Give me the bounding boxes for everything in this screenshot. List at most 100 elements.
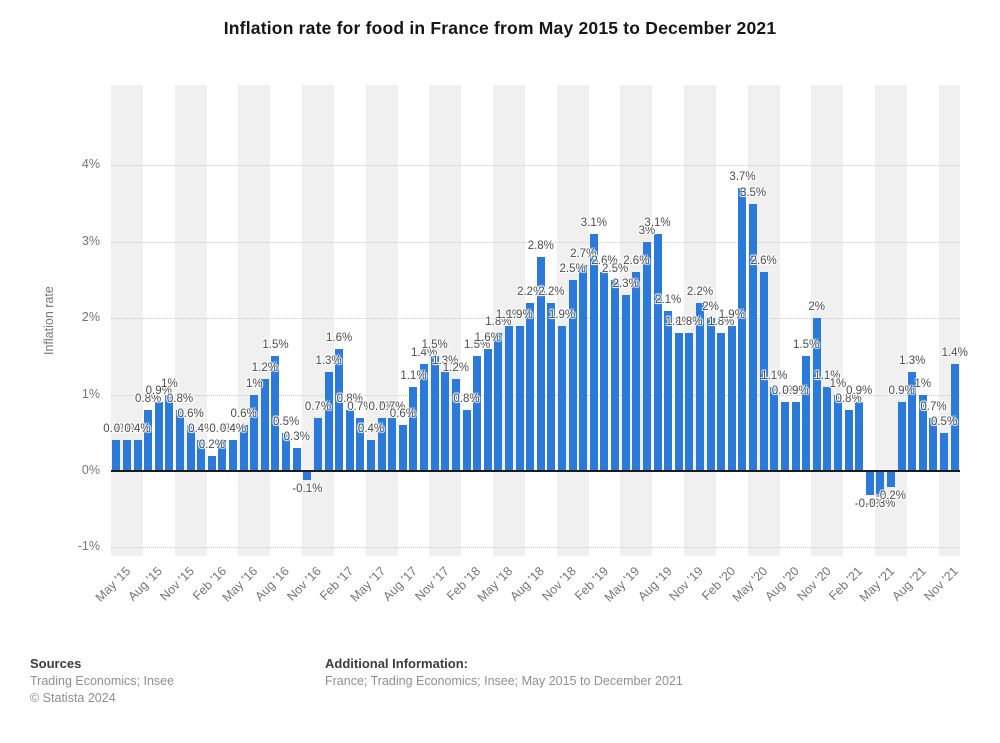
additional-info-heading: Additional Information: [325, 656, 468, 671]
y-axis-tick-label: 4% [81, 157, 100, 172]
x-axis-tick-label: May '21 [856, 564, 898, 605]
bar [154, 402, 163, 471]
x-axis-tick-label: May '20 [729, 564, 770, 605]
bar-value-label: 0.7% [920, 400, 947, 413]
bar [653, 234, 662, 471]
bar-value-label: 0.2% [198, 438, 225, 451]
bar-value-label: 2.2% [517, 285, 544, 298]
bar [706, 318, 715, 471]
plot-band [429, 85, 462, 556]
bar-value-label: 1% [914, 377, 932, 390]
bar-value-label: 1.3% [432, 354, 459, 367]
bar [717, 333, 726, 471]
bar-value-label: 1.5% [421, 339, 448, 352]
bar-value-label: 1.3% [315, 354, 342, 367]
plot-band [111, 85, 143, 556]
bar-value-label: 2.5% [559, 263, 586, 275]
bar-value-label: 1.5% [464, 339, 491, 352]
chart-title: Inflation rate for food in France from M… [223, 18, 777, 38]
bar [632, 272, 641, 471]
bar [695, 302, 704, 471]
bar-value-label: 2% [702, 301, 719, 314]
bar-value-label: 3.7% [729, 171, 756, 184]
gridline [111, 318, 960, 320]
bar-value-label: 0.8% [336, 392, 363, 405]
x-axis-tick-label: Aug '19 [634, 564, 675, 604]
bar-value-label: 1.2% [442, 362, 470, 375]
x-axis-tick-label: Nov '15 [157, 564, 197, 604]
bar-value-label: 2% [808, 301, 826, 314]
x-axis-tick-label: Nov '17 [411, 564, 452, 604]
bar-value-label: 0.6% [230, 408, 257, 421]
bar-value-label: 0.7% [379, 400, 406, 413]
bar-value-label: 1.9% [506, 308, 533, 321]
bar [918, 394, 927, 471]
bar [133, 440, 142, 471]
bar [420, 364, 429, 471]
plot-band [493, 85, 525, 556]
bar [780, 402, 789, 471]
bar-value-label: 0.4% [357, 423, 385, 436]
bar-value-label: 1.5% [793, 339, 820, 352]
bar-value-label: 1.3% [899, 354, 926, 367]
bar-value-label: 1.4% [410, 347, 438, 360]
bar-value-label: 0.4% [113, 423, 141, 436]
bar [536, 257, 545, 471]
bar-value-label: 2.3% [612, 278, 639, 291]
y-axis-tick-label: 3% [81, 233, 100, 248]
bar [600, 272, 609, 471]
y-axis-tick-label: 0% [81, 463, 100, 477]
bar [685, 333, 694, 471]
bar [313, 417, 322, 471]
bar [621, 295, 630, 471]
x-axis-tick-label: May '15 [92, 564, 134, 605]
bar-value-label: 2.8% [527, 240, 554, 253]
bar [335, 348, 344, 471]
bar-value-label: 2.6% [750, 255, 777, 268]
bar [749, 203, 758, 471]
bar-value-label: 1.1% [814, 369, 841, 382]
bar-value-label: 1% [829, 377, 847, 390]
bar [112, 440, 121, 471]
bar-value-label: 0.4% [209, 423, 236, 436]
bar [887, 472, 896, 488]
bar-value-label: 1.8% [665, 316, 692, 329]
bar [865, 472, 874, 495]
bar-value-label: -0.2% [875, 490, 907, 503]
bar [929, 417, 938, 471]
plot-band [238, 85, 271, 556]
bar [950, 364, 959, 471]
bar-value-label: 1% [161, 377, 178, 390]
bar [876, 472, 885, 495]
bar-value-label: 1.4% [941, 347, 968, 360]
x-axis-line [111, 470, 960, 472]
bar-value-label: 1.6% [474, 331, 501, 344]
bar [504, 325, 513, 471]
bar-value-label: 1.8% [485, 316, 512, 329]
bar-value-label: 2.7% [570, 247, 597, 260]
bar [292, 448, 301, 471]
bar [727, 325, 736, 471]
bar-value-label: 0.4% [103, 423, 130, 436]
bar-value-label: 3.1% [580, 217, 607, 230]
bar-value-label: 1.9% [495, 308, 523, 321]
bar [186, 425, 195, 471]
bar [897, 402, 906, 471]
bar [908, 371, 917, 471]
bar [833, 394, 842, 471]
bar-value-label: 0.8% [135, 392, 162, 405]
bar [759, 272, 768, 471]
x-axis-tick-label: May '17 [347, 564, 388, 605]
bar-value-label: 1.8% [708, 316, 735, 329]
sources-heading: Sources [30, 656, 82, 671]
bar-value-label: 0.4% [219, 423, 247, 436]
x-axis-tick-label: Aug '21 [889, 564, 930, 604]
bar [122, 440, 131, 471]
y-axis-tick-label: 1% [81, 386, 100, 401]
bar-value-label: 1.8% [676, 316, 703, 329]
bar-value-label: 0.7% [304, 400, 332, 413]
bar-value-label: -0.1% [292, 482, 323, 495]
bar [441, 371, 450, 471]
x-axis-tick-label: Nov '21 [921, 564, 961, 604]
bar [526, 302, 535, 471]
